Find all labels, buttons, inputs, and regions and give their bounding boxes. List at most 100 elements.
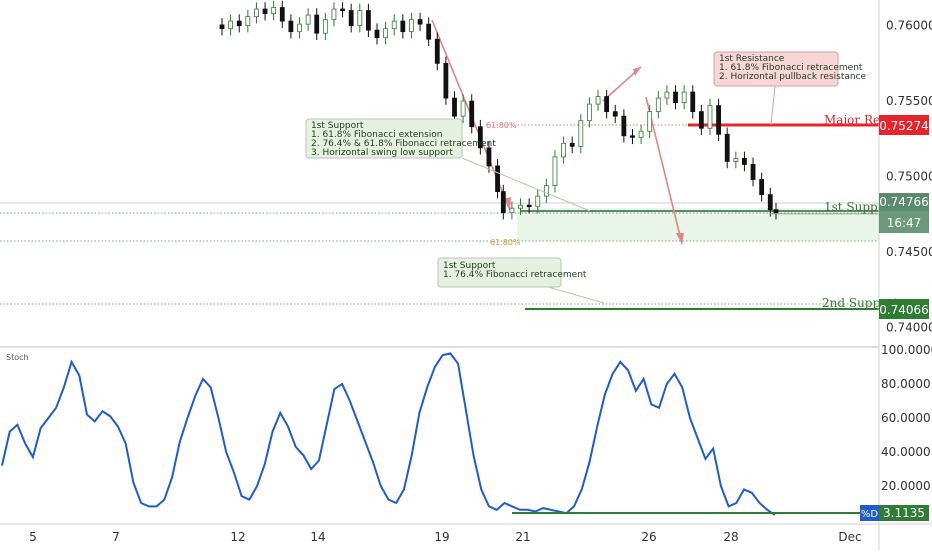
x-axis-tick: Dec bbox=[838, 530, 861, 544]
major-resistance-tag-text: 0.75274 bbox=[879, 119, 929, 133]
first-support-tag-text: 0.74766 bbox=[879, 195, 929, 209]
candle-body bbox=[383, 28, 389, 39]
candle-body bbox=[271, 7, 277, 14]
candle-body bbox=[742, 158, 747, 165]
stoch-value-tag bbox=[879, 505, 929, 521]
candle-body bbox=[690, 91, 696, 113]
resistance-callout-pointer bbox=[770, 85, 776, 126]
candle-body bbox=[518, 204, 523, 209]
candle-body bbox=[374, 29, 380, 39]
candle-body bbox=[365, 10, 371, 31]
stoch-axis-tick: 20.0000 bbox=[881, 479, 931, 493]
candle-body bbox=[543, 185, 549, 197]
major-resistance-tag bbox=[879, 115, 929, 135]
resistance-callout-line-2: 1. 61.8% Fibonacci retracement bbox=[719, 63, 863, 73]
stoch-d-tag bbox=[860, 505, 879, 521]
support-callout-2-line-1: 1st Support bbox=[443, 261, 496, 271]
candle-body bbox=[767, 194, 773, 211]
candle-body bbox=[391, 20, 397, 30]
candle-body bbox=[552, 156, 558, 186]
candle-body bbox=[348, 10, 354, 27]
candle-body bbox=[595, 96, 601, 105]
candle-body bbox=[587, 103, 592, 122]
candle-body bbox=[561, 142, 566, 158]
stoch-axis-tick: 100.0000 bbox=[881, 343, 932, 357]
candle-body bbox=[314, 14, 320, 34]
candle-body bbox=[612, 111, 618, 117]
candle-body bbox=[495, 165, 500, 193]
resistance-callout-line-1: 1st Resistance bbox=[719, 54, 785, 64]
x-axis-tick: 21 bbox=[515, 530, 530, 544]
candle-body bbox=[331, 8, 337, 21]
x-axis-tick: 26 bbox=[641, 530, 656, 544]
x-axis-tick: 14 bbox=[310, 530, 325, 544]
candle-body bbox=[288, 20, 294, 33]
candle-body bbox=[759, 179, 765, 196]
candle-body bbox=[443, 62, 449, 99]
candle-body bbox=[452, 97, 457, 117]
time-tag-text: 16:47 bbox=[887, 216, 922, 230]
arrow-down-2-head bbox=[676, 233, 684, 244]
candle-body bbox=[664, 91, 670, 99]
support-callout-1-pointer bbox=[461, 157, 591, 212]
candle-body bbox=[621, 115, 627, 137]
first-support-name: 1st Support bbox=[824, 200, 896, 214]
candle-body bbox=[400, 20, 406, 33]
candle-body bbox=[219, 24, 225, 30]
candle-body bbox=[526, 204, 532, 208]
x-axis-tick: 19 bbox=[434, 530, 449, 544]
candle-body bbox=[262, 8, 268, 14]
candle-body bbox=[305, 14, 311, 25]
candle-body bbox=[655, 97, 661, 113]
candle-body bbox=[578, 120, 584, 147]
candle-body bbox=[638, 130, 644, 138]
fib-label-resistance: 61.80% bbox=[486, 121, 517, 130]
candle-body bbox=[486, 147, 492, 167]
stoch-value-tag-text: 3.1135 bbox=[883, 506, 925, 520]
candle-body bbox=[535, 195, 541, 208]
candle-body bbox=[724, 133, 730, 162]
candle-body bbox=[297, 23, 302, 33]
candle-body bbox=[426, 23, 432, 40]
resistance-callout-line-3: 2. Horizontal pullback resistance bbox=[719, 72, 867, 82]
x-axis-tick: 12 bbox=[230, 530, 245, 544]
stoch-d-tag-text: %D bbox=[861, 509, 879, 520]
candle-body bbox=[673, 91, 678, 103]
stoch-line bbox=[1, 352, 776, 516]
fib-label-support: 61.80% bbox=[490, 238, 521, 247]
candle-body bbox=[460, 100, 466, 117]
x-axis-tick: 7 bbox=[112, 530, 120, 544]
x-axis-tick: 28 bbox=[723, 530, 738, 544]
support-callout-1 bbox=[305, 118, 463, 159]
candle-body bbox=[469, 100, 475, 128]
price-axis-tick: 0.74500 bbox=[886, 245, 932, 259]
right-axis-labels: 0.76000 0.75500 0.75000 0.74500 0.74000 100.0… bbox=[881, 19, 932, 493]
price-axis-tick: 0.75000 bbox=[886, 170, 932, 184]
stoch-axis-tick: 60.0000 bbox=[881, 411, 931, 425]
candle-body bbox=[509, 207, 515, 214]
candle-body bbox=[236, 20, 242, 27]
candle-body bbox=[604, 96, 610, 113]
candle-body bbox=[630, 135, 635, 138]
candle-body bbox=[681, 91, 687, 103]
support-callout-1-line-2: 1. 61.8% Fibonacci extension bbox=[311, 130, 443, 140]
candle-body bbox=[409, 19, 414, 33]
price-axis-tick: 0.75500 bbox=[886, 94, 932, 108]
candle-body bbox=[254, 8, 259, 17]
stoch-axis-tick: 40.0000 bbox=[881, 445, 931, 459]
support-callout-2-pointer bbox=[547, 286, 605, 304]
support-callout-2-line-2: 1. 76.4% Fibonacci retracement bbox=[443, 270, 587, 280]
candle-body bbox=[647, 111, 653, 132]
candle-body bbox=[477, 126, 483, 149]
price-axis-tick: 0.74000 bbox=[886, 320, 932, 334]
candle-body bbox=[707, 105, 713, 129]
candle-body bbox=[500, 191, 506, 214]
first-support-tag bbox=[879, 193, 929, 211]
support-callout-2 bbox=[437, 257, 562, 288]
candle-body bbox=[340, 8, 345, 11]
candles-layer bbox=[1, 0, 879, 516]
candle-body bbox=[698, 111, 704, 129]
support-callout-1-line-1: 1st Support bbox=[311, 121, 364, 131]
